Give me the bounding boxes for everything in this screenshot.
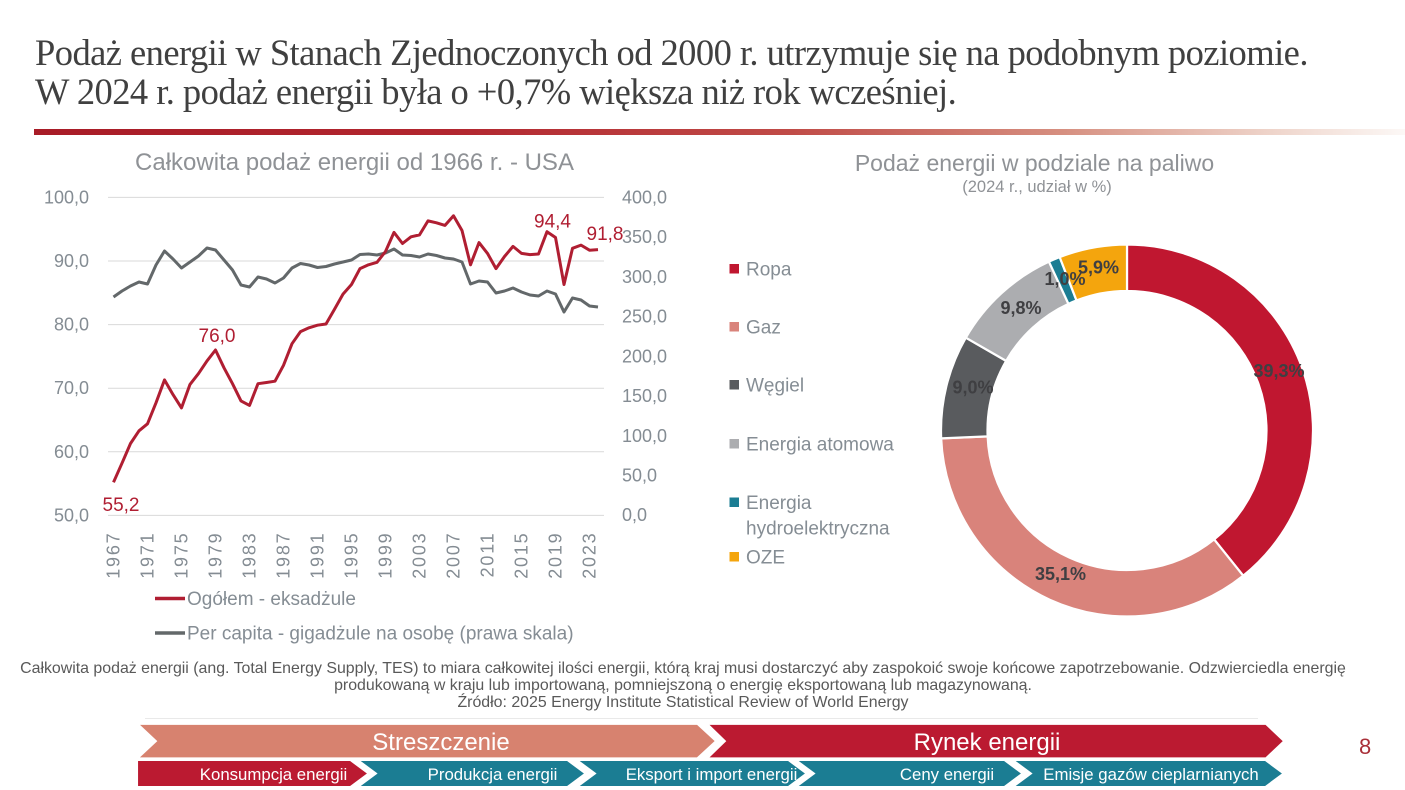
svg-text:94,4: 94,4: [534, 212, 571, 233]
svg-text:2007: 2007: [444, 532, 464, 579]
svg-text:2011: 2011: [478, 532, 498, 578]
svg-text:1971: 1971: [138, 532, 158, 579]
svg-text:Per capita - gigadżule na osob: Per capita - gigadżule na osobę (prawa s…: [187, 624, 574, 645]
svg-text:2019: 2019: [546, 532, 566, 579]
svg-text:Energia: Energia: [746, 493, 812, 514]
svg-text:2015: 2015: [512, 532, 532, 579]
svg-text:Konsumpcja energii: Konsumpcja energii: [200, 765, 347, 784]
svg-text:hydroelektryczna: hydroelektryczna: [746, 519, 890, 540]
svg-text:70,0: 70,0: [54, 378, 89, 398]
svg-text:1,0%: 1,0%: [1044, 269, 1085, 289]
svg-text:Produkcja energii: Produkcja energii: [428, 765, 558, 784]
svg-text:Streszczenie: Streszczenie: [372, 729, 509, 756]
svg-text:50,0: 50,0: [54, 505, 89, 525]
svg-text:Podaż energii w podziale na pa: Podaż energii w podziale na paliwo: [855, 150, 1214, 176]
svg-text:Ropa: Ropa: [746, 260, 792, 281]
svg-text:76,0: 76,0: [199, 326, 236, 347]
svg-text:Całkowita podaż energii od 196: Całkowita podaż energii od 1966 r. - USA: [135, 149, 574, 176]
svg-text:90,0: 90,0: [54, 251, 89, 271]
svg-text:9,8%: 9,8%: [1000, 298, 1041, 318]
svg-text:1983: 1983: [240, 532, 260, 579]
svg-text:1967: 1967: [104, 532, 124, 579]
svg-text:Emisje gazów cieplarnianych: Emisje gazów cieplarnianych: [1043, 765, 1258, 784]
svg-text:1987: 1987: [274, 532, 294, 579]
svg-text:55,2: 55,2: [103, 495, 140, 516]
svg-text:Ogółem - eksadżule: Ogółem - eksadżule: [187, 589, 356, 610]
svg-text:1999: 1999: [376, 532, 396, 579]
svg-text:100,0: 100,0: [622, 426, 667, 446]
svg-text:9,0%: 9,0%: [952, 378, 993, 398]
svg-text:OZE: OZE: [746, 548, 785, 569]
svg-text:400,0: 400,0: [622, 187, 667, 207]
svg-text:1975: 1975: [172, 532, 192, 579]
svg-text:Ceny energii: Ceny energii: [900, 765, 994, 784]
svg-text:(2024 r., udział w %): (2024 r., udział w %): [962, 178, 1111, 196]
svg-text:150,0: 150,0: [622, 386, 667, 406]
svg-text:0,0: 0,0: [622, 505, 647, 525]
svg-text:5,9%: 5,9%: [1078, 258, 1119, 278]
svg-text:1979: 1979: [206, 532, 226, 579]
svg-text:80,0: 80,0: [54, 315, 89, 335]
svg-text:350,0: 350,0: [622, 227, 667, 247]
svg-text:Węgiel: Węgiel: [746, 376, 804, 397]
svg-text:300,0: 300,0: [622, 267, 667, 287]
svg-text:250,0: 250,0: [622, 307, 667, 327]
svg-text:50,0: 50,0: [622, 466, 657, 486]
svg-text:39,3%: 39,3%: [1253, 361, 1304, 381]
svg-text:100,0: 100,0: [44, 187, 89, 207]
svg-text:Energia atomowa: Energia atomowa: [746, 435, 894, 456]
svg-text:35,1%: 35,1%: [1035, 564, 1086, 584]
svg-text:2023: 2023: [580, 532, 600, 579]
svg-text:1995: 1995: [342, 532, 362, 579]
svg-text:91,8: 91,8: [587, 224, 624, 245]
svg-text:200,0: 200,0: [622, 346, 667, 366]
svg-text:60,0: 60,0: [54, 442, 89, 462]
svg-text:1991: 1991: [308, 532, 328, 579]
svg-text:Rynek energii: Rynek energii: [914, 729, 1061, 756]
svg-text:Gaz: Gaz: [746, 318, 781, 339]
svg-text:Eksport i import energii: Eksport i import energii: [626, 765, 798, 784]
svg-text:2003: 2003: [410, 532, 430, 579]
